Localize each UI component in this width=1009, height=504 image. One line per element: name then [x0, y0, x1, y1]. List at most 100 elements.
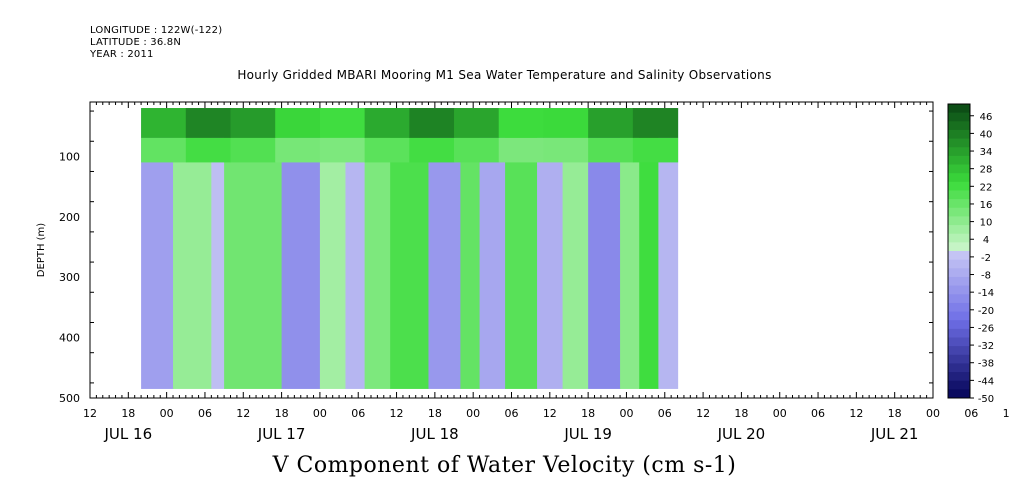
colorbar-swatch [948, 104, 970, 114]
colorbar-label: -26 [978, 323, 994, 334]
variable-title: V Component of Water Velocity (cm s-1) [272, 453, 737, 478]
y-tick-label: 200 [59, 211, 80, 224]
surface-layer-cell [230, 137, 276, 163]
x-hour-label: 06 [198, 407, 212, 420]
surface-layer-cell [319, 108, 366, 138]
colorbar-label: -32 [978, 341, 994, 352]
colorbar-swatch [948, 268, 970, 278]
x-day-label: JUL 20 [717, 425, 766, 443]
heatmap-area [141, 108, 679, 389]
colorbar-label: -2 [981, 253, 991, 264]
x-hour-label: 18 [888, 407, 902, 420]
surface-layer-cell [141, 137, 187, 163]
x-day-label: JUL 17 [257, 425, 306, 443]
surface-layer-cell [141, 108, 187, 138]
colorbar-label: -14 [978, 288, 994, 299]
heatmap-band [460, 108, 481, 389]
colorbar-swatch [948, 242, 970, 252]
colorbar-swatch [948, 233, 970, 243]
y-axis-label: DEPTH (m) [36, 223, 47, 277]
colorbar-label: 34 [980, 147, 993, 158]
colorbar-label: 4 [983, 235, 989, 246]
colorbar-swatch [948, 346, 970, 356]
x-hour-label: 12 [696, 407, 710, 420]
surface-layer-cell [275, 137, 321, 163]
surface-layer-cell [409, 137, 455, 163]
year-label: YEAR : 2011 [90, 49, 154, 60]
x-hour-label: 06 [351, 407, 365, 420]
colorbar-swatch [948, 320, 970, 330]
colorbar-swatch [948, 389, 970, 399]
x-hour-label: 18 [275, 407, 289, 420]
x-hour-label: 00 [466, 407, 480, 420]
heatmap-band [620, 108, 640, 389]
x-hour-label: 12 [83, 407, 97, 420]
surface-layer-cell [409, 108, 455, 138]
colorbar-swatch [948, 164, 970, 174]
heatmap-band [658, 108, 679, 389]
x-hour-label: 00 [619, 407, 633, 420]
x-day-label: JUL 19 [563, 425, 612, 443]
colorbar-label: 46 [980, 112, 993, 123]
colorbar-swatch [948, 294, 970, 304]
x-day-label: JUL 21 [870, 425, 919, 443]
surface-layer-cell [319, 137, 366, 163]
surface-layer-cell [498, 137, 545, 163]
colorbar-swatch [948, 112, 970, 122]
surface-layer-cell [588, 137, 634, 163]
x-hour-label: 12 [543, 407, 557, 420]
heatmap-band [211, 108, 225, 389]
surface-layer-cell [454, 137, 500, 163]
x-hour-label: 00 [926, 407, 940, 420]
x-hour-label: 12 [849, 407, 863, 420]
colorbar-swatch [948, 302, 970, 313]
colorbar-swatch [948, 207, 970, 217]
x-hour-label: 12 [236, 407, 250, 420]
colorbar-label: -8 [981, 271, 991, 282]
x-hour-label: 06 [811, 407, 825, 420]
surface-layer-cell [543, 137, 589, 163]
colorbar-swatch [948, 199, 970, 209]
surface-layer-cell [230, 108, 276, 138]
x-hour-label: 12 [1003, 407, 1009, 420]
surface-layer-cell [454, 108, 500, 138]
colorbar-swatch [948, 138, 970, 148]
x-hour-label: 00 [313, 407, 327, 420]
x-day-label: JUL 18 [410, 425, 459, 443]
x-hour-label: 06 [505, 407, 519, 420]
colorbar: 46 40 34 28 22 16 10 4 -2 -8 -14 -20 -26 -32 -38 -44 -50 [947, 103, 994, 405]
colorbar-swatch [948, 190, 970, 200]
x-hour-label: 06 [658, 407, 672, 420]
colorbar-swatch [948, 372, 970, 382]
colorbar-label: 22 [980, 182, 993, 193]
colorbar-swatch [948, 225, 970, 235]
colorbar-label: 16 [980, 200, 993, 211]
surface-layer-cell [364, 137, 410, 163]
latitude-label: LATITUDE : 36.8N [90, 37, 182, 48]
colorbar-label: -50 [978, 394, 994, 405]
colorbar-swatch [948, 181, 970, 191]
colorbar-swatch [948, 259, 970, 269]
colorbar-swatch [948, 276, 970, 287]
colorbar-frame [947, 103, 971, 399]
x-hour-label: 00 [160, 407, 174, 420]
colorbar-label: 28 [980, 165, 993, 176]
surface-layer-cell [632, 137, 679, 163]
colorbar-swatch [948, 337, 970, 347]
surface-layer-cell [588, 108, 634, 138]
y-tick-label: 300 [59, 271, 80, 284]
colorbar-swatch [948, 363, 970, 373]
surface-layer-cell [185, 137, 232, 163]
colorbar-label: 40 [980, 129, 993, 140]
x-hour-label: 00 [773, 407, 787, 420]
colorbar-label: 10 [980, 218, 993, 229]
surface-layer-cell [632, 108, 679, 138]
colorbar-swatch [948, 129, 970, 140]
heatmap-band [345, 108, 366, 389]
colorbar-swatch [948, 147, 970, 157]
surface-layer-cell [275, 108, 321, 138]
colorbar-swatch [948, 121, 970, 131]
colorbar-label: -44 [978, 376, 994, 387]
